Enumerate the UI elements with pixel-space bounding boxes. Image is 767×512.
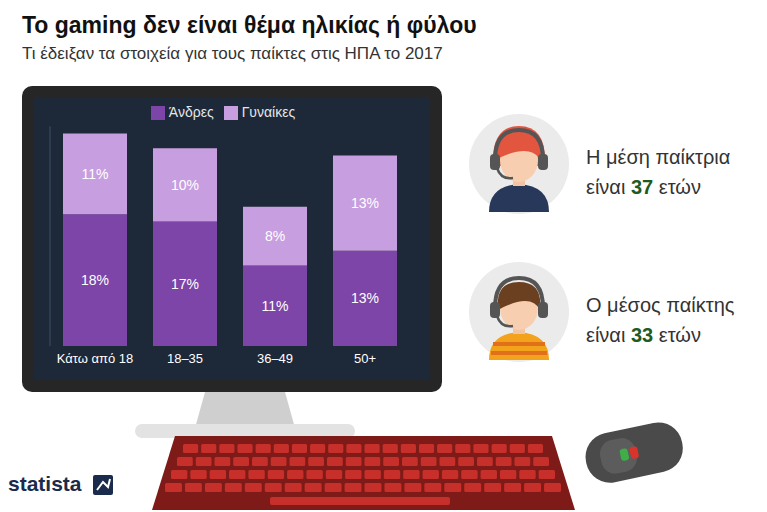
svg-text:11%: 11% <box>82 166 109 182</box>
svg-text:8%: 8% <box>265 228 285 244</box>
html-text:Ο μέσος παίκτης: Ο μέσος παίκτης <box>586 294 735 316</box>
html-text:Γυναίκες: Γυναίκες <box>241 104 296 120</box>
html-text:Άνδρες: Άνδρες <box>168 104 214 120</box>
html-text:Το gaming δεν είναι θέμα ηλικί: Το gaming δεν είναι θέμα ηλικίας ή φύλου <box>22 12 477 38</box>
html-text:Η μέση παίκτρια: Η μέση παίκτρια <box>586 146 731 168</box>
svg-text:13%: 13% <box>351 290 379 306</box>
svg-text:13%: 13% <box>351 195 379 211</box>
html-text:είναι 33 ετών: είναι 33 ετών <box>586 324 701 346</box>
svg-text:Κάτω από 18: Κάτω από 18 <box>57 351 134 366</box>
svg-text:50+: 50+ <box>354 351 376 366</box>
svg-text:17%: 17% <box>171 276 199 292</box>
html-text:statista: statista <box>8 472 82 495</box>
svg-text:18%: 18% <box>81 272 109 288</box>
html-text:Τι έδειξαν τα στοιχεία για του: Τι έδειξαν τα στοιχεία για τους παίκτες … <box>22 44 443 63</box>
svg-text:18–35: 18–35 <box>167 351 203 366</box>
svg-text:10%: 10% <box>171 177 199 193</box>
svg-text:36–49: 36–49 <box>257 351 293 366</box>
html-text:είναι 37 ετών: είναι 37 ετών <box>586 176 701 198</box>
svg-text:11%: 11% <box>262 298 289 314</box>
